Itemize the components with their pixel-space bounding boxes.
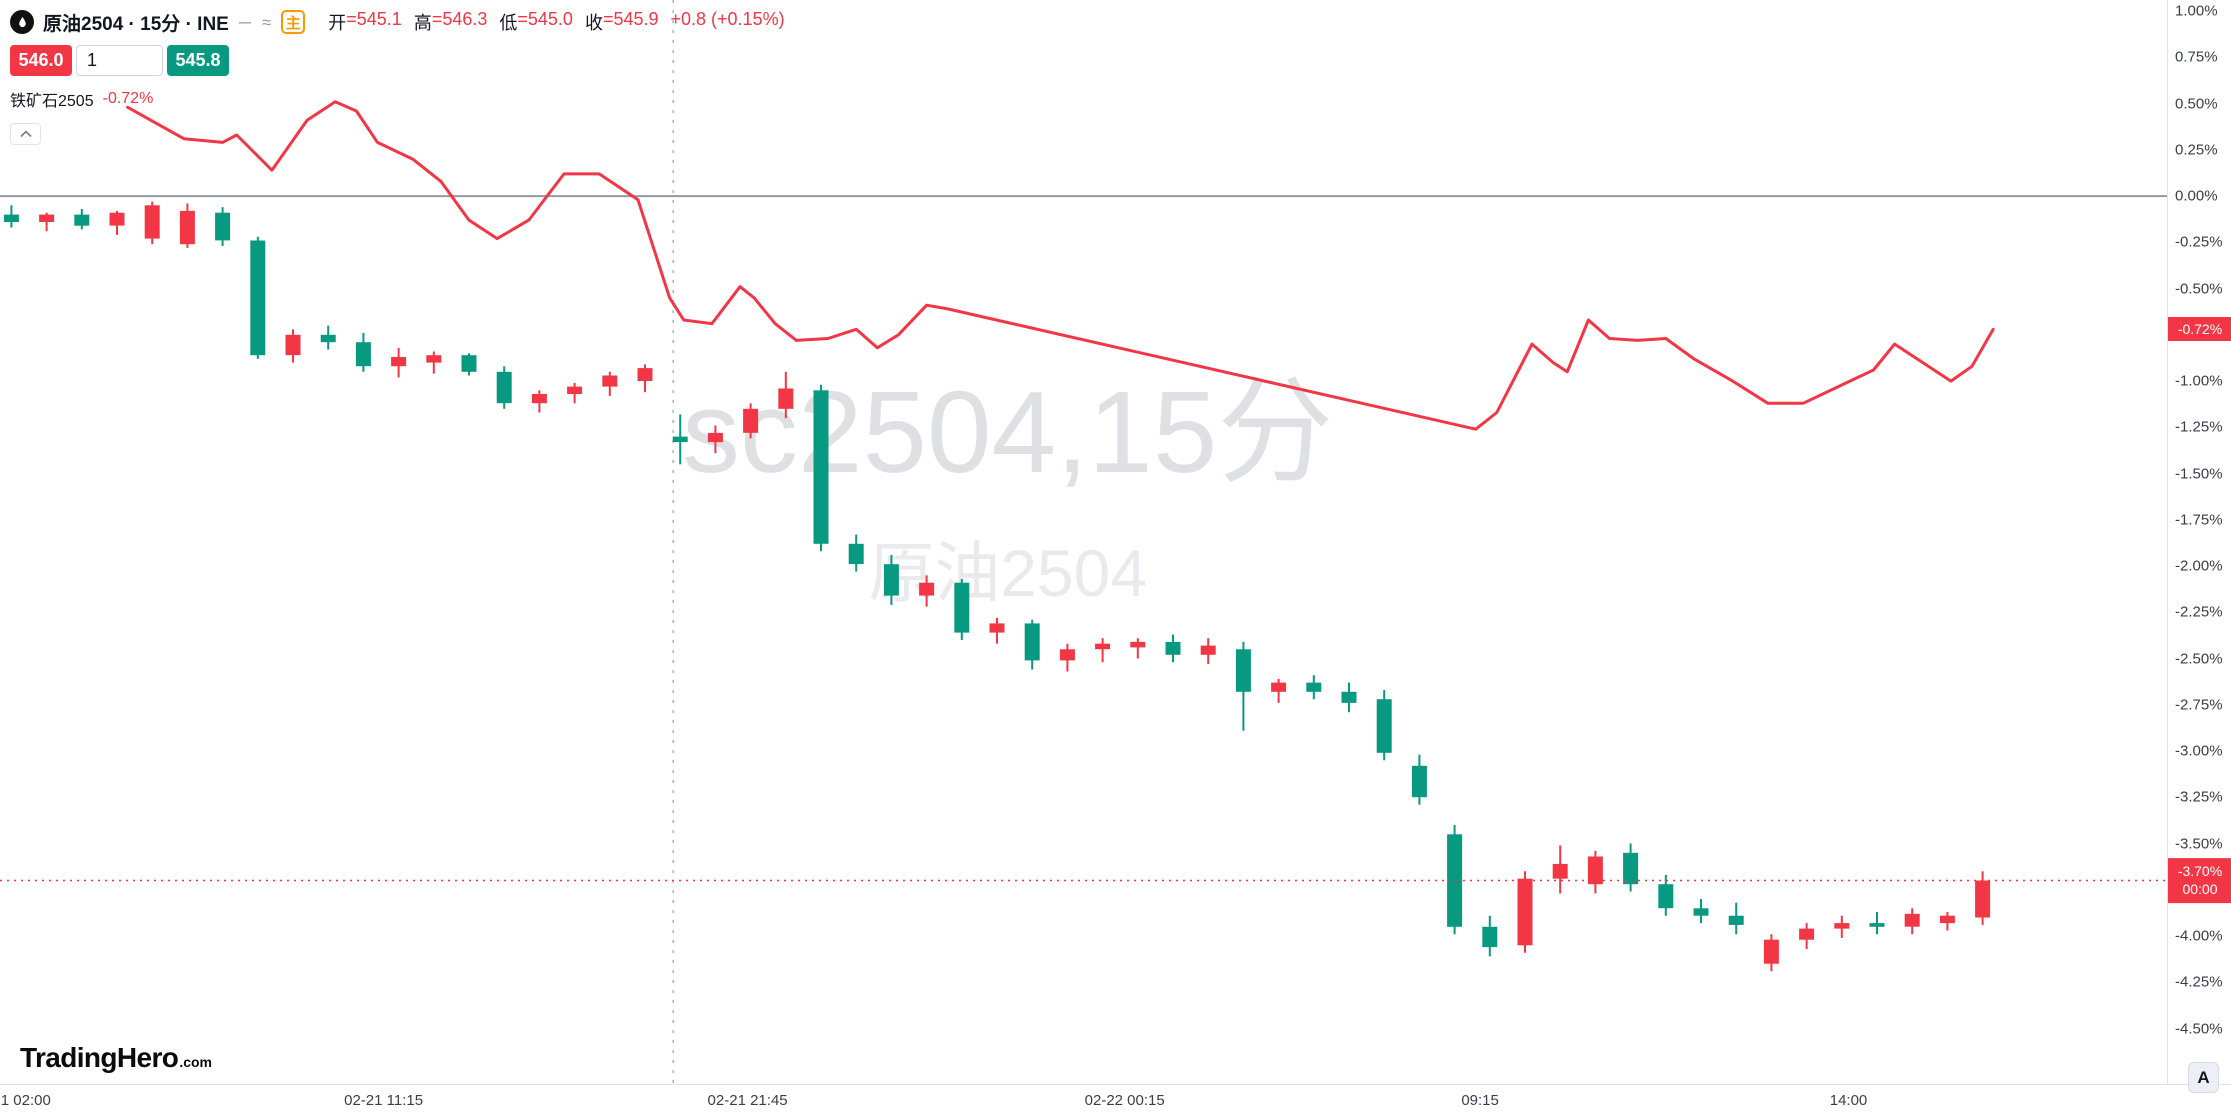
chart-canvas[interactable]: sc2504,15分 原油2504	[0, 0, 2167, 1084]
tradinghero-logo: TradingHero .com	[20, 1042, 212, 1074]
quantity-input[interactable]	[76, 45, 163, 76]
low-label: 低	[499, 13, 518, 33]
watermark: sc2504,15分 原油2504	[682, 338, 1333, 616]
compare-change-value: -0.72%	[102, 90, 154, 107]
price-axis-label: 0.00%	[2175, 187, 2218, 205]
price-chart-svg[interactable]	[0, 0, 2167, 1084]
sell-price-button[interactable]: 546.0	[10, 45, 72, 76]
logo-brand-text: TradingHero	[20, 1042, 179, 1073]
symbol-row: 原油2504 · 15分 · INE ─ ≈ 主 开545.1 高546.3 低…	[10, 8, 785, 36]
time-axis-label: 02-22 00:15	[1084, 1092, 1165, 1109]
price-axis-label: -3.50%	[2175, 835, 2223, 852]
collapse-toolbar-button[interactable]	[10, 123, 41, 145]
time-axis-label: 02-21 11:15	[344, 1092, 424, 1109]
price-axis-label: 0.50%	[2175, 95, 2218, 113]
price-axis-label: -2.75%	[2175, 696, 2223, 714]
price-axis-label: -3.25%	[2175, 788, 2223, 806]
eye-visibility-icon[interactable]: ─	[238, 12, 251, 32]
chevron-up-icon	[19, 130, 32, 138]
wave-indicator-icon[interactable]: ≈	[261, 12, 272, 32]
chart-legend: 原油2504 · 15分 · INE ─ ≈ 主 开545.1 高546.3 低…	[10, 8, 785, 145]
price-axis-label: 1.00%	[2175, 2, 2218, 20]
change-value: +0.8 (+0.15%)	[670, 9, 785, 29]
price-axis-label: -1.50%	[2175, 465, 2223, 483]
instrument-icon	[10, 10, 34, 34]
time-axis[interactable]: 02-21 02:00 02-21 11:15 02-21 21:45 02-22 0…	[0, 1084, 2231, 1115]
price-axis-label: -2.50%	[2175, 650, 2223, 667]
price-axis[interactable]: -0.72% -3.70% 00:00 1.00% 0.75% 0.50% 0.25%…	[2167, 0, 2231, 1084]
last-price-value: -3.70%	[2177, 862, 2223, 879]
price-axis-label: -4.25%	[2175, 973, 2223, 991]
time-axis-label: 14:00	[1829, 1092, 1868, 1109]
buy-price-button[interactable]: 545.8	[167, 45, 229, 76]
open-value: 545.1	[346, 9, 402, 35]
price-axis-label: -1.25%	[2175, 418, 2223, 436]
axis-settings-button[interactable]: A	[2188, 1062, 2219, 1093]
open-label: 开	[328, 13, 347, 33]
main-contract-badge[interactable]: 主	[281, 10, 306, 34]
price-axis-label: -4.50%	[2175, 1020, 2223, 1037]
time-axis-label: 02-21 02:00	[0, 1092, 51, 1109]
ohlc-values: 开545.1 高546.3 低545.0 收545.9 +0.8 (+0.15%…	[328, 9, 784, 35]
compare-series-row: 铁矿石2505 -0.72%	[10, 87, 785, 111]
price-axis-label: -1.00%	[2175, 372, 2223, 390]
price-axis-label: 0.25%	[2175, 141, 2218, 159]
compare-symbol-name[interactable]: 铁矿石2505	[10, 93, 94, 110]
price-axis-label: 0.75%	[2175, 48, 2218, 66]
symbol-title[interactable]: 原油2504 · 15分 · INE	[43, 13, 229, 35]
price-axis-label: -2.00%	[2175, 557, 2223, 575]
last-price-badge: -3.70% 00:00	[2168, 857, 2231, 904]
high-value: 546.3	[432, 9, 487, 35]
price-axis-label: -0.25%	[2175, 233, 2223, 251]
compare-price-badge: -0.72%	[2168, 317, 2231, 342]
watermark-name: 原油2504	[868, 535, 1148, 610]
close-label: 收	[584, 13, 603, 33]
price-axis-label: -1.75%	[2175, 511, 2223, 529]
low-value: 545.0	[517, 9, 573, 35]
close-value: 545.9	[603, 9, 658, 35]
price-axis-label: -3.00%	[2175, 742, 2223, 760]
time-axis-label: 02-21 21:45	[707, 1092, 788, 1109]
high-label: 高	[413, 13, 432, 33]
price-axis-label: -4.00%	[2175, 927, 2223, 945]
logo-suffix-text: .com	[179, 1054, 212, 1070]
price-axis-label: -2.25%	[2175, 603, 2223, 621]
quick-trade-row: 546.0 545.8	[10, 45, 785, 76]
time-axis-label: 09:15	[1461, 1092, 1499, 1109]
countdown-timer: 00:00	[2182, 881, 2218, 898]
price-axis-label: -0.50%	[2175, 280, 2223, 298]
